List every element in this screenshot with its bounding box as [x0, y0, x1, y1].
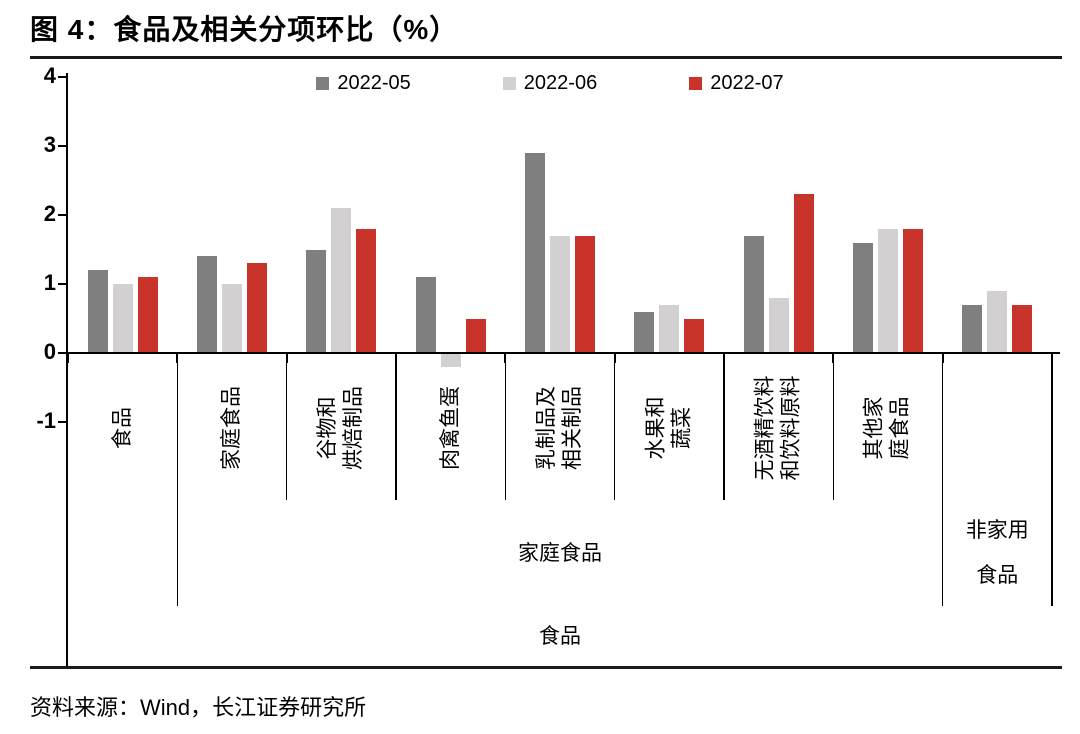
y-axis-tick-label: 0	[43, 339, 56, 364]
x-axis-category-label: 食品	[68, 357, 177, 498]
bar	[878, 228, 898, 353]
y-axis-tick	[58, 76, 66, 78]
top-border-line	[30, 56, 1062, 59]
category-separator-line	[832, 353, 835, 500]
y-axis-tick	[58, 283, 66, 285]
bar	[793, 194, 814, 353]
category-separator-line	[723, 353, 725, 500]
legend-label: 2022-06	[523, 72, 598, 94]
bar	[575, 235, 595, 353]
category-separator-line	[176, 353, 179, 606]
category-separator-line	[941, 353, 944, 606]
x-axis-category-label: 乳制品及 相关制品	[505, 357, 614, 498]
category-separator-line	[1051, 353, 1053, 606]
y-axis-tick-label: 4	[43, 63, 56, 88]
x-axis-category-label: 其他家 庭食品	[833, 357, 942, 498]
bar	[743, 235, 764, 353]
axis-group-label: 非家用 食品	[965, 519, 1029, 587]
bar	[222, 284, 242, 353]
category-separator-line	[285, 353, 288, 500]
legend-item-2022-07: 2022-07	[689, 72, 784, 95]
bar	[465, 318, 486, 353]
y-axis-tick	[58, 421, 66, 423]
x-axis-category-label-text: 家庭食品	[219, 385, 243, 470]
bar	[962, 304, 983, 353]
x-axis-category-label: 谷物和 烘焙制品	[287, 357, 396, 498]
bar	[197, 256, 217, 353]
bar	[550, 235, 570, 353]
bar	[440, 353, 461, 367]
y-axis-tick-label: -1	[36, 408, 56, 433]
legend-swatch	[316, 77, 330, 90]
figure-title: 图 4：食品及相关分项环比（%）	[30, 14, 459, 45]
legend-swatch	[689, 77, 703, 90]
category-separator-line	[613, 353, 616, 500]
bar	[112, 284, 133, 353]
bar	[684, 318, 705, 353]
bar	[634, 311, 655, 353]
category-separator-line	[504, 353, 507, 500]
bar	[903, 228, 923, 353]
bar	[87, 270, 108, 353]
bar	[306, 249, 327, 353]
legend-label: 2022-07	[710, 72, 784, 94]
bar	[137, 277, 158, 353]
bar	[356, 228, 377, 353]
bottom-border-line	[30, 666, 1062, 669]
x-axis-tick	[67, 353, 69, 363]
legend-item-2022-05: 2022-05	[316, 72, 411, 95]
y-axis-tick	[58, 352, 66, 354]
bar	[987, 290, 1008, 353]
legend-label: 2022-05	[337, 72, 411, 94]
x-axis-category-label: 无酒精饮料 和饮料原料	[724, 357, 833, 498]
x-axis-category-label: 家庭食品	[177, 357, 286, 498]
y-axis-tick-label: 3	[43, 132, 56, 157]
x-axis-category-label: 水果和 蔬菜	[615, 357, 724, 498]
x-axis-category-label-text: 乳制品及 相关制品	[534, 385, 584, 470]
bar	[331, 208, 352, 353]
x-axis-category-label: 肉禽鱼蛋	[396, 357, 505, 498]
x-axis-category-label-text: 谷物和 烘焙制品	[316, 385, 366, 470]
x-axis-category-label-text: 水果和 蔬菜	[644, 396, 694, 459]
x-axis-category-label-text: 其他家 庭食品	[862, 396, 912, 459]
bar	[1012, 304, 1033, 353]
chart-legend: 2022-05 2022-06 2022-07	[58, 72, 1042, 95]
x-axis-category-label-text: 食品	[110, 406, 134, 449]
legend-swatch	[502, 77, 516, 90]
bar	[659, 304, 680, 353]
bar	[415, 277, 436, 353]
bar	[247, 263, 267, 353]
bar	[853, 242, 873, 353]
x-axis-category-label-text: 肉禽鱼蛋	[438, 385, 462, 470]
y-axis-tick	[58, 145, 66, 147]
axis-group-label: 食品	[539, 624, 581, 648]
bar	[525, 152, 545, 353]
y-axis-tick-label: 1	[43, 270, 56, 295]
x-axis-category-label-text: 无酒精饮料 和饮料原料	[753, 375, 803, 480]
bar	[768, 297, 789, 353]
y-axis-line	[66, 73, 68, 666]
category-separator-line	[395, 353, 397, 500]
y-axis-tick-label: 2	[43, 201, 56, 226]
axis-group-label: 家庭食品	[517, 541, 602, 565]
y-axis-tick	[58, 214, 66, 216]
x-axis-line	[66, 352, 1060, 354]
legend-item-2022-06: 2022-06	[502, 72, 598, 95]
source-text: 资料来源：Wind，长江证券研究所	[30, 695, 367, 720]
